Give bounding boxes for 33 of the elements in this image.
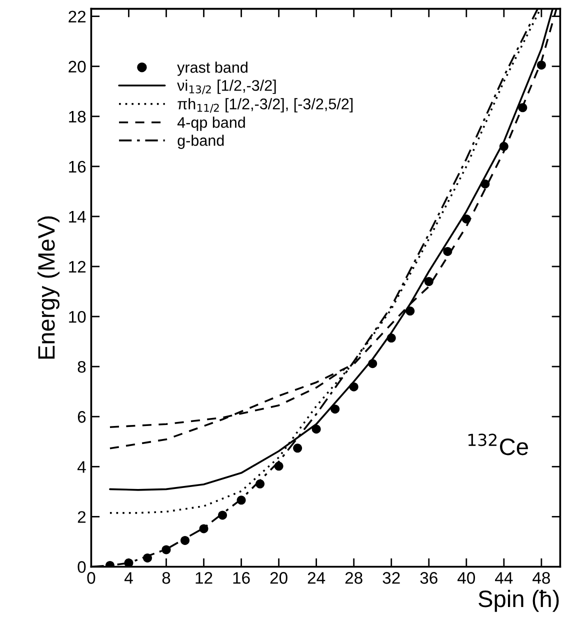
- legend-label: νi$_{13/2}$ [1/2,-3/2]: [177, 80, 276, 94]
- y-tick-label: 16: [69, 160, 86, 173]
- legend-label: yrast band: [177, 62, 248, 76]
- y-axis-title: Energy (MeV): [37, 216, 60, 359]
- y-tick-label: 2: [78, 511, 86, 523]
- x-tick-label: 12: [196, 572, 212, 584]
- y-tick-label: 0: [78, 561, 86, 573]
- legend-label: 4-qp band: [177, 116, 245, 131]
- y-tick-label: 8: [78, 360, 86, 373]
- x-tick-label: 44: [495, 572, 513, 584]
- y-tick-label: 6: [78, 411, 86, 423]
- x-tick-label: 0: [87, 572, 96, 584]
- annotation: $^{132}$Ce: [468, 434, 528, 456]
- x-tick-label: 20: [270, 572, 288, 584]
- y-tick-label: 20: [68, 60, 86, 73]
- x-tick-label: 16: [233, 572, 250, 584]
- legend-label: πh$_{11/2}$ [1/2,-3/2], [-3/2,5/2]: [178, 98, 353, 113]
- x-tick-label: 8: [162, 572, 170, 584]
- x-axis-title: Spin (ħ): [478, 590, 559, 612]
- x-tick-label: 28: [345, 572, 362, 584]
- y-tick-label: 22: [68, 10, 86, 22]
- x-tick-label: 24: [308, 572, 326, 584]
- y-tick-label: 4: [77, 461, 86, 473]
- y-tick-label: 14: [69, 211, 86, 222]
- y-tick-label: 10: [69, 310, 86, 323]
- x-tick-label: 4: [124, 572, 133, 584]
- y-tick-label: 12: [69, 260, 86, 273]
- x-tick-label: 36: [420, 572, 438, 584]
- y-tick-label: 18: [69, 110, 86, 123]
- legend-label: g-band: [178, 134, 224, 149]
- x-tick-label: 48: [532, 572, 550, 584]
- x-tick-label: 40: [458, 572, 476, 584]
- x-tick-label: 32: [382, 572, 400, 584]
